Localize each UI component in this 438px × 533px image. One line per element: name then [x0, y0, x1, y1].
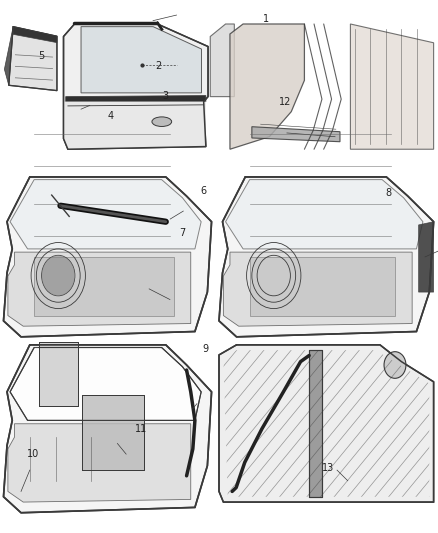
Ellipse shape [152, 117, 172, 126]
Text: 4: 4 [107, 111, 113, 121]
Polygon shape [4, 177, 212, 337]
Polygon shape [64, 102, 206, 149]
Polygon shape [219, 345, 434, 502]
Polygon shape [10, 180, 201, 249]
Polygon shape [219, 177, 434, 337]
Text: 13: 13 [322, 463, 334, 473]
Polygon shape [34, 257, 174, 316]
Polygon shape [10, 348, 201, 421]
Polygon shape [226, 180, 423, 249]
Polygon shape [66, 95, 206, 102]
Polygon shape [13, 27, 57, 43]
Polygon shape [210, 24, 234, 96]
Polygon shape [81, 27, 201, 93]
Polygon shape [350, 24, 434, 149]
Polygon shape [8, 252, 191, 326]
Text: 6: 6 [201, 186, 207, 196]
Polygon shape [8, 424, 191, 502]
Text: 10: 10 [27, 449, 39, 459]
Polygon shape [309, 350, 322, 497]
Polygon shape [4, 27, 13, 85]
Polygon shape [64, 24, 208, 149]
Text: 9: 9 [202, 344, 208, 354]
Polygon shape [42, 255, 75, 296]
Polygon shape [4, 345, 212, 513]
Polygon shape [230, 24, 304, 149]
Circle shape [384, 352, 406, 378]
Text: 5: 5 [39, 51, 45, 61]
Polygon shape [223, 252, 412, 326]
Polygon shape [9, 27, 57, 91]
Polygon shape [82, 395, 144, 470]
Text: 11: 11 [135, 424, 147, 433]
Text: 1: 1 [263, 14, 269, 23]
Text: 8: 8 [385, 188, 392, 198]
Polygon shape [419, 222, 434, 292]
Text: 3: 3 [162, 91, 168, 101]
Text: 7: 7 [179, 229, 185, 238]
Text: 2: 2 [155, 61, 162, 70]
Polygon shape [39, 342, 78, 406]
Text: 12: 12 [279, 98, 292, 107]
Polygon shape [250, 257, 395, 316]
Polygon shape [252, 127, 340, 142]
